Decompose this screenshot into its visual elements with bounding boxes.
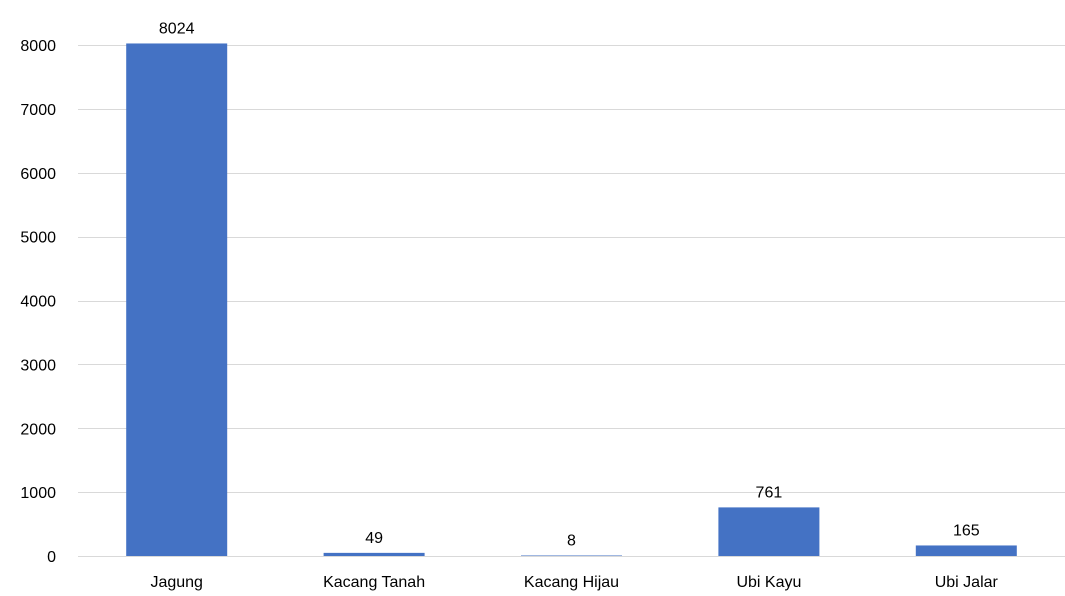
- y-tick-label: 6000: [20, 166, 56, 183]
- data-label: 8024: [159, 20, 195, 37]
- data-label: 49: [365, 530, 383, 547]
- bar-kacang-tanah: [323, 552, 425, 556]
- bar-ubi-jalar: [915, 545, 1017, 556]
- bar-ubi-kayu: [718, 507, 820, 556]
- bar-kacang-hijau: [521, 555, 622, 556]
- bar-jagung: [126, 43, 228, 557]
- data-label: 761: [756, 484, 783, 501]
- x-tick-label: Jagung: [150, 574, 203, 591]
- y-tick-label: 2000: [20, 421, 56, 438]
- x-tick-label: Ubi Jalar: [935, 574, 999, 591]
- y-tick-label: 8000: [20, 38, 56, 55]
- data-label: 8: [567, 532, 576, 549]
- x-tick-label: Kacang Hijau: [524, 574, 619, 591]
- data-labels: 8024 49 8 761 165: [159, 20, 980, 549]
- y-axis-ticks: 0 1000 2000 3000 4000 5000 6000 7000 8000: [20, 38, 56, 566]
- data-label: 165: [953, 522, 980, 539]
- y-tick-label: 0: [47, 549, 56, 566]
- y-tick-label: 3000: [20, 357, 56, 374]
- x-tick-label: Kacang Tanah: [323, 574, 425, 591]
- y-tick-label: 5000: [20, 230, 56, 247]
- gridlines: [78, 45, 1065, 557]
- y-tick-label: 4000: [20, 294, 56, 311]
- x-axis-ticks: Jagung Kacang Tanah Kacang Hijau Ubi Kayu Ub…: [150, 574, 998, 591]
- y-tick-label: 7000: [20, 102, 56, 119]
- y-tick-label: 1000: [20, 485, 56, 502]
- x-tick-label: Ubi Kayu: [736, 574, 801, 591]
- bars: [126, 43, 1017, 557]
